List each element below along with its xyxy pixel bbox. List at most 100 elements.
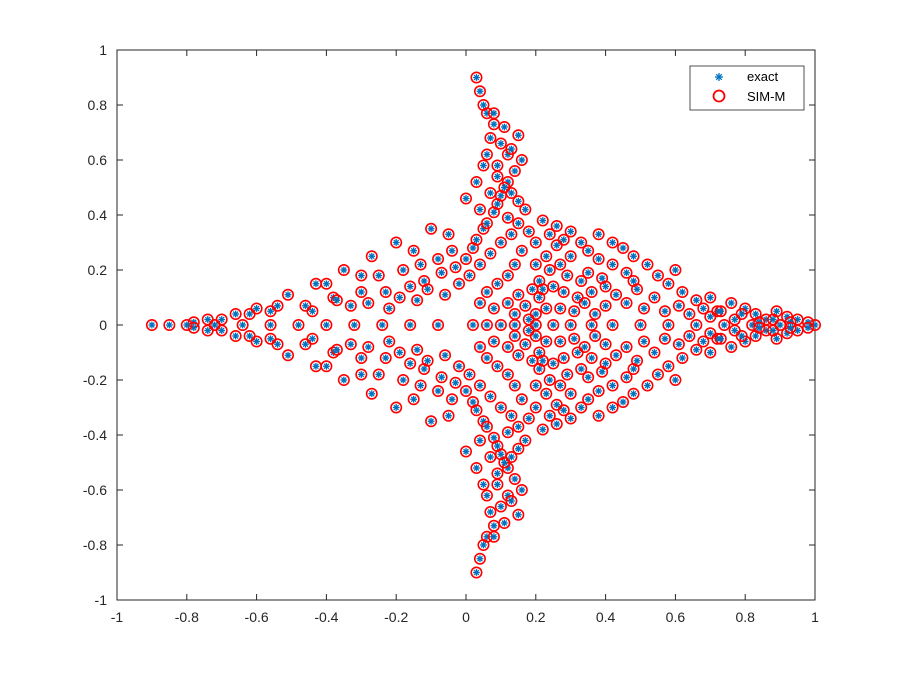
sim-m-point (690, 294, 703, 307)
asterisk-stroke (323, 363, 330, 370)
asterisk-stroke (470, 399, 476, 405)
exact-point (466, 272, 473, 279)
exact-point (511, 321, 519, 329)
asterisk-stroke (480, 542, 487, 548)
sim-m-point (383, 302, 396, 315)
asterisk-stroke (609, 322, 616, 328)
exact-point (619, 244, 627, 252)
exact-point (574, 349, 582, 356)
sim-m-point (554, 302, 567, 315)
asterisk-stroke (567, 253, 574, 260)
asterisk-stroke (731, 316, 738, 323)
asterisk-stroke (637, 322, 644, 328)
asterisk-stroke (323, 322, 330, 328)
exact-point (672, 376, 679, 384)
exact-point (651, 294, 658, 301)
sim-m-point (480, 285, 493, 298)
asterisk-stroke (487, 509, 494, 515)
asterisk-stroke (358, 355, 365, 361)
exact-point (598, 368, 606, 376)
sim-m-point (397, 263, 410, 276)
asterisk-stroke (672, 377, 679, 383)
asterisk-stroke (707, 330, 714, 337)
sim-m-point (540, 250, 553, 263)
asterisk-stroke (595, 231, 602, 238)
sim-m-point (512, 420, 525, 433)
exact-point (525, 415, 533, 422)
y-tick-label: 0 (99, 317, 107, 333)
exact-point (546, 376, 554, 384)
exact-point (274, 302, 281, 310)
y-tick-label: -0.8 (83, 537, 107, 553)
sim-m-point (557, 233, 570, 246)
exact-point (518, 156, 526, 164)
sim-m-point (473, 296, 486, 309)
exact-point (347, 340, 355, 348)
asterisk-stroke (784, 313, 790, 320)
exact-point (539, 217, 547, 224)
exact-point (504, 428, 512, 436)
asterisk-stroke (149, 322, 155, 328)
asterisk-stroke (358, 272, 365, 279)
sim-m-point (578, 296, 591, 309)
exact-point (368, 390, 376, 398)
asterisk-stroke (487, 454, 494, 460)
sim-m-point (236, 318, 249, 331)
asterisk-stroke (525, 327, 532, 334)
sim-m-point (372, 269, 385, 282)
exact-point (480, 541, 487, 549)
sim-m-point (491, 467, 504, 480)
sim-m-point (519, 299, 532, 312)
sim-m-point (484, 247, 497, 260)
exact-point (340, 376, 348, 384)
sim-m-point (662, 318, 675, 331)
exact-point (609, 321, 616, 329)
asterisk-stroke (218, 327, 225, 334)
asterisk-stroke (794, 327, 801, 334)
asterisk-stroke (620, 245, 626, 251)
sim-m-point (599, 280, 612, 293)
exact-point (148, 321, 156, 329)
sim-m-point (411, 343, 424, 356)
sim-m-point (494, 137, 507, 150)
exact-point (323, 362, 330, 370)
sim-m-point (473, 258, 486, 271)
sim-m-point (494, 236, 507, 249)
exact-point (609, 404, 616, 411)
exact-point (462, 195, 470, 202)
sim-m-point (641, 258, 654, 271)
sim-m-point (432, 253, 445, 266)
asterisk-stroke (480, 162, 487, 169)
asterisk-stroke (239, 322, 246, 328)
y-tick-label: 0.6 (88, 152, 108, 168)
exact-point (494, 173, 501, 180)
exact-point (473, 74, 480, 81)
exact-point (494, 481, 501, 488)
exact-point (487, 134, 494, 142)
sim-m-point (704, 310, 717, 323)
sim-m-point (767, 324, 780, 337)
exact-point (528, 357, 536, 365)
sim-m-point (606, 258, 619, 271)
asterisk-stroke (602, 302, 609, 309)
asterisk-stroke (477, 206, 483, 213)
exact-point (619, 398, 627, 406)
asterisk-stroke (494, 162, 501, 169)
asterisk-stroke (505, 429, 511, 436)
exact-point (507, 453, 515, 461)
sim-m-point (484, 390, 497, 403)
sim-m-point (672, 299, 685, 312)
asterisk-stroke (501, 124, 508, 130)
exact-point (497, 321, 505, 329)
exact-point (497, 140, 505, 147)
asterisk-stroke (347, 302, 354, 309)
exact-point (588, 354, 596, 362)
sim-m-point (180, 318, 193, 331)
exact-point (378, 321, 386, 329)
sim-m-point (494, 401, 507, 414)
exact-point (497, 192, 505, 200)
sim-m-point (585, 285, 598, 298)
asterisk-stroke (414, 297, 421, 304)
exact-point (417, 382, 425, 389)
sim-m-point (753, 321, 766, 334)
